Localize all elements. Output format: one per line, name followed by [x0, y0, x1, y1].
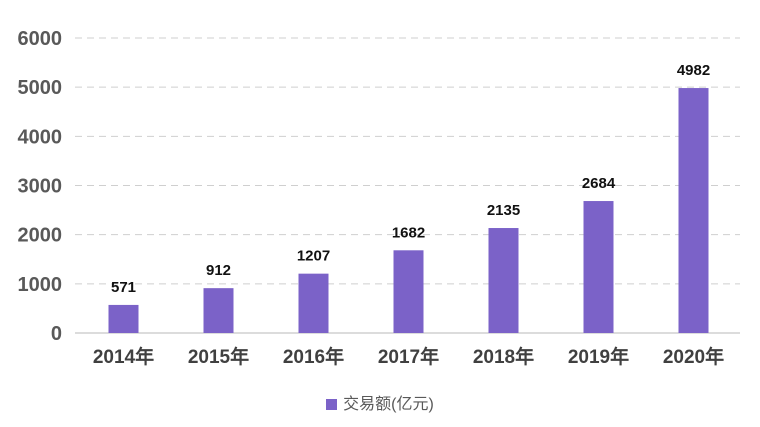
x-tick-label: 2014年 [93, 345, 154, 368]
bar [203, 288, 234, 333]
data-label: 912 [206, 262, 231, 279]
data-label: 1682 [392, 224, 425, 241]
x-tick-label: 2017年 [378, 345, 439, 368]
x-tick-label: 2015年 [188, 345, 249, 368]
y-tick-label: 1000 [18, 274, 63, 296]
legend-swatch [326, 399, 338, 411]
x-tick-label: 2019年 [568, 345, 629, 368]
y-tick-label: 0 [51, 323, 62, 345]
x-tick-label: 2018年 [473, 345, 534, 368]
y-tick-label: 4000 [18, 126, 63, 148]
legend: 交易额(亿元) [0, 390, 760, 414]
bar [678, 88, 709, 333]
legend-label: 交易额(亿元) [343, 396, 434, 413]
y-tick-label: 2000 [18, 225, 63, 247]
data-label: 1207 [297, 248, 330, 265]
bar [298, 273, 329, 333]
y-tick-label: 3000 [18, 176, 63, 198]
bar [108, 304, 139, 333]
x-tick-label: 2016年 [283, 345, 344, 368]
x-tick-label: 2020年 [663, 345, 724, 368]
bar [583, 201, 614, 333]
y-tick-label: 6000 [18, 28, 63, 50]
y-tick-label: 5000 [18, 77, 63, 99]
bar [488, 228, 519, 333]
data-label: 4982 [677, 62, 710, 79]
data-label: 2135 [487, 202, 520, 219]
data-label: 2684 [582, 175, 616, 192]
bar [393, 250, 424, 333]
data-label: 571 [111, 279, 136, 296]
